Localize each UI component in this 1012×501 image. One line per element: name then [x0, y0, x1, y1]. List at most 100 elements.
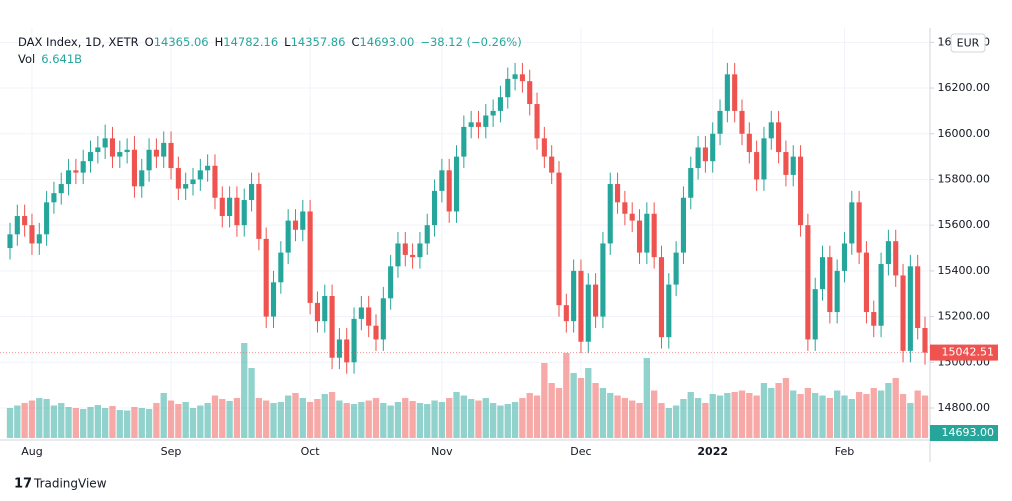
volume-bar [350, 404, 358, 438]
candle-body [373, 325, 379, 340]
volume-bar [72, 408, 80, 438]
volume-bar [790, 390, 797, 438]
brand-name: TradingView [33, 477, 107, 491]
volume-bar [182, 402, 189, 438]
candle-body [212, 165, 218, 198]
volume-bar [636, 403, 643, 438]
candle-body [227, 197, 233, 217]
candle-body [417, 243, 423, 258]
candle-body [58, 184, 64, 194]
candle-body [534, 104, 540, 139]
o-label: O [145, 35, 154, 49]
volume-bar [680, 399, 687, 438]
candle-body [614, 184, 621, 203]
volume-bar [138, 408, 145, 438]
volume-bar [402, 398, 409, 438]
volume-bar [28, 400, 36, 438]
candle-body [29, 225, 35, 244]
candle-body [44, 202, 50, 235]
volume-bar [665, 408, 672, 438]
candle-body [856, 202, 862, 253]
candle-body [241, 200, 247, 226]
candle-body [475, 122, 482, 127]
candle-body [893, 241, 899, 276]
volume-bar [577, 378, 585, 438]
candle-body [519, 74, 525, 82]
volume-bar [380, 403, 387, 438]
candle-body [117, 152, 123, 157]
candle-body [190, 179, 196, 185]
volume-bar [885, 383, 892, 438]
volume-bar [541, 363, 548, 438]
x-tick-label: Sep [161, 445, 182, 458]
currency-box[interactable] [950, 33, 986, 53]
volume-bar [6, 408, 14, 438]
close-box [930, 425, 998, 441]
candle-body [512, 74, 518, 79]
volume-bar [94, 405, 101, 438]
candle-body [541, 138, 547, 157]
candle-body [578, 270, 584, 342]
volume-bar [643, 358, 650, 438]
h-label: H [215, 35, 224, 49]
volume-bar [109, 406, 116, 438]
candle-body [556, 172, 562, 306]
volume-bar [270, 403, 277, 438]
volume-bar [731, 392, 738, 438]
volume-bar [746, 393, 753, 438]
volume-bar [197, 405, 204, 438]
candle-body [270, 282, 277, 317]
h-value: 14782.16 [223, 35, 278, 49]
volume-bar [870, 388, 877, 438]
volume-bar [248, 368, 255, 438]
candle-body [658, 257, 665, 338]
brand: 17 TradingView [14, 477, 107, 492]
candle-body [36, 234, 42, 244]
candle-body [175, 168, 181, 189]
candle-body [549, 156, 555, 173]
candle-body [7, 234, 13, 249]
candle-body [585, 284, 591, 342]
volume-bar [585, 368, 592, 438]
volume-bar [899, 394, 907, 438]
currency[interactable]: EUR [957, 37, 980, 50]
candle-body [724, 74, 730, 111]
last-price-label: 15042.51 [942, 346, 995, 359]
volume-bar [468, 399, 475, 438]
volume-bar [760, 383, 768, 438]
y-tick-label: 15400.00 [938, 264, 991, 277]
volume-bar [343, 403, 350, 438]
c-value: 14693.00 [359, 35, 414, 49]
volume-bar [753, 395, 760, 438]
volume-bar [387, 405, 394, 438]
candle-body [702, 147, 708, 162]
candle-body [402, 243, 408, 255]
candle-body [292, 220, 299, 230]
l-label: L [284, 35, 291, 49]
volume-bar [694, 398, 702, 438]
volume-bar [892, 378, 899, 438]
candle-body [307, 211, 313, 303]
volume-bar [797, 394, 804, 438]
y-tick-label: 15600.00 [938, 218, 991, 231]
volume-bar [175, 404, 182, 438]
volume-bar [314, 399, 321, 438]
vol-value: 6.641B [41, 52, 82, 66]
candle-body [95, 147, 101, 153]
volume-bar [563, 353, 570, 438]
volume-bar [14, 405, 21, 438]
volume-bar [709, 394, 716, 438]
candle-body [717, 110, 723, 134]
candle-body [424, 225, 430, 244]
candle-body [863, 252, 870, 313]
candle-body [87, 152, 94, 162]
candle-body [153, 149, 159, 157]
volume-bar [36, 398, 43, 438]
candle-body [827, 257, 833, 313]
candle-body [205, 165, 211, 171]
candle-body [322, 296, 328, 322]
candle-body [768, 122, 774, 139]
candle-body [680, 197, 687, 253]
candle-body [622, 202, 628, 214]
volume-bar [160, 393, 167, 438]
